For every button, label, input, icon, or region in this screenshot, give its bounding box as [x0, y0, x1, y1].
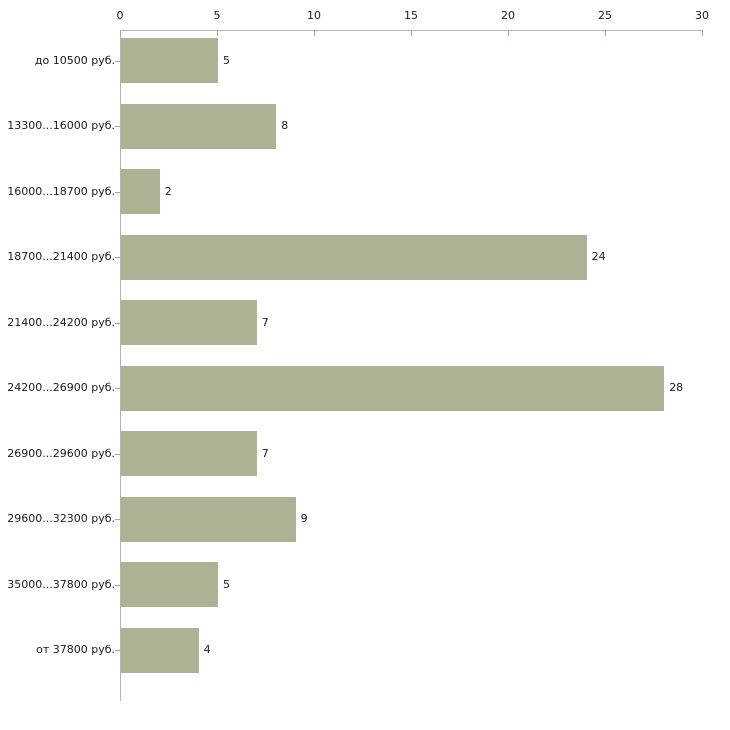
x-axis-tick	[411, 31, 412, 36]
bar-value-label: 5	[223, 53, 230, 67]
bar-value-label: 4	[203, 643, 211, 656]
y-axis-tick	[115, 126, 120, 127]
x-axis-tick	[217, 31, 218, 36]
category-label: 13300...16000 руб.	[7, 119, 115, 132]
bar[interactable]	[121, 365, 665, 411]
y-axis-tick	[115, 192, 120, 193]
category-label: 29600...32300 руб.	[7, 512, 115, 525]
bar[interactable]	[121, 431, 257, 476]
bar-value-label: 2	[164, 184, 172, 198]
bar[interactable]	[121, 169, 160, 214]
bar[interactable]	[121, 562, 218, 607]
bar-value-label: 24	[591, 250, 606, 263]
x-axis-tick-label: 15	[404, 9, 418, 22]
category-label: от 37800 руб.	[36, 643, 115, 656]
x-axis-tick-label: 25	[598, 9, 612, 22]
bar[interactable]	[121, 496, 296, 542]
y-axis-tick	[115, 650, 120, 651]
bar[interactable]	[121, 38, 218, 83]
category-label: 18700...21400 руб.	[7, 250, 115, 263]
bar-value-label: 5	[223, 577, 230, 591]
category-label: 35000...37800 руб.	[7, 577, 115, 591]
x-axis-tick-label: 10	[307, 9, 321, 22]
y-axis-tick	[115, 61, 120, 62]
x-axis-tick	[508, 31, 509, 36]
bar[interactable]	[121, 234, 587, 280]
category-label: 16000...18700 руб.	[7, 184, 115, 198]
x-axis-tick	[314, 31, 315, 36]
x-axis-tick-label: 0	[116, 9, 124, 22]
y-axis-tick	[115, 323, 120, 324]
x-axis-tick	[120, 31, 121, 36]
y-axis-tick	[115, 454, 120, 455]
y-axis-tick	[115, 388, 120, 389]
bar[interactable]	[121, 300, 257, 345]
x-axis-tick-label: 30	[695, 9, 709, 22]
bar[interactable]	[121, 103, 277, 149]
bar-value-label: 7	[261, 315, 269, 329]
bar-value-label: 8	[281, 119, 289, 132]
y-axis-tick	[115, 585, 120, 586]
x-axis-tick	[702, 31, 703, 36]
bar-value-label: 28	[669, 381, 684, 394]
x-axis-tick-label: 20	[501, 9, 515, 22]
category-label: 24200...26900 руб.	[7, 381, 115, 394]
y-axis-tick	[115, 257, 120, 258]
x-axis-tick	[605, 31, 606, 36]
y-axis-tick	[115, 519, 120, 520]
category-label: 26900...29600 руб.	[7, 446, 115, 460]
x-axis-tick-label: 5	[213, 9, 221, 22]
bar-value-label: 9	[300, 512, 308, 525]
bar-value-label: 7	[261, 446, 269, 460]
y-axis-line	[120, 30, 121, 701]
bar[interactable]	[121, 627, 199, 673]
x-axis-line	[120, 30, 703, 31]
category-label: 21400...24200 руб.	[7, 315, 115, 329]
category-label: до 10500 руб.	[34, 53, 115, 67]
